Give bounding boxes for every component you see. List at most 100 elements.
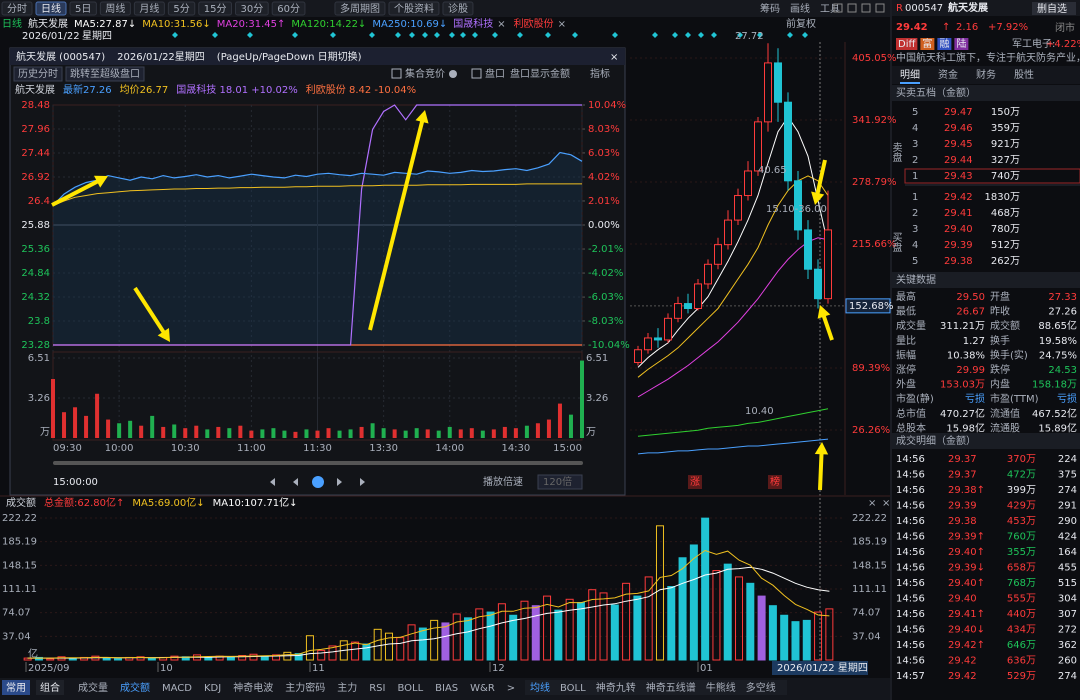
tab-label[interactable]: 个股资料 [394, 2, 434, 15]
event-marker[interactable] [292, 32, 298, 38]
speed-select[interactable] [537, 474, 583, 490]
event-marker[interactable] [517, 32, 523, 38]
tab-button[interactable] [388, 1, 440, 16]
event-marker[interactable] [672, 32, 678, 38]
tab-label[interactable]: 分时 [7, 3, 27, 15]
tab-button[interactable] [99, 1, 131, 16]
overlay-tab[interactable]: 牛熊线 [706, 681, 736, 694]
tab-label[interactable]: 15分 [204, 3, 227, 15]
indicator-tab[interactable]: W&R [470, 683, 495, 694]
event-marker[interactable] [330, 32, 336, 38]
tab-label[interactable]: 60分 [277, 3, 300, 15]
event-marker[interactable] [369, 32, 375, 38]
peer-close[interactable]: × [497, 19, 505, 30]
window-icon[interactable] [847, 3, 857, 13]
tab-button[interactable] [271, 1, 306, 16]
tab-button[interactable] [69, 1, 97, 16]
indicator-tab[interactable]: 成交量 [78, 681, 108, 694]
pane-icon[interactable]: × [882, 498, 890, 509]
popup-close[interactable]: × [610, 52, 618, 63]
tab-label[interactable]: 月线 [139, 2, 159, 15]
event-marker[interactable] [572, 32, 578, 38]
event-marker[interactable] [395, 32, 401, 38]
play-button[interactable] [312, 476, 324, 488]
event-marker[interactable] [698, 32, 704, 38]
tool-button[interactable]: 画线 [790, 2, 810, 15]
tab[interactable] [36, 680, 64, 695]
pane-icon[interactable]: × [868, 498, 876, 509]
tab-button[interactable] [1, 1, 33, 16]
overlay-tab[interactable]: 神奇九转 [596, 681, 636, 694]
panel-tab[interactable]: 财务 [976, 68, 996, 81]
indicator-tab[interactable]: KDJ [204, 683, 221, 694]
tab-button[interactable] [234, 1, 269, 16]
window-icon[interactable] [861, 3, 871, 13]
panel-tab[interactable]: 明细 [900, 68, 920, 81]
tool-button[interactable]: 工具 [820, 3, 840, 15]
tab-button[interactable] [442, 1, 474, 16]
event-marker[interactable] [492, 32, 498, 38]
slider-track[interactable] [53, 461, 583, 465]
indicator-tab[interactable]: 主力密码 [285, 681, 325, 694]
popup-button-label[interactable]: 历史分时 [18, 68, 58, 80]
tab-label[interactable]: 5分 [173, 3, 189, 15]
watch-label[interactable]: 删自选 [1037, 2, 1067, 15]
popup-button-label[interactable]: 跳转至超级盘口 [70, 67, 140, 80]
indicator-tab[interactable]: 成交额 [120, 681, 150, 694]
popup-button[interactable] [65, 66, 145, 82]
event-marker[interactable] [737, 32, 743, 38]
event-marker[interactable] [212, 32, 218, 38]
indicator-tab[interactable]: 神奇电波 [233, 681, 273, 694]
tab-label[interactable]: 日线 [41, 2, 61, 15]
event-marker[interactable] [612, 32, 618, 38]
event-marker[interactable] [460, 32, 466, 38]
tool-button[interactable]: 筹码 [760, 2, 780, 15]
popup-option[interactable]: 盘口显示金额 [510, 67, 570, 80]
popup-option[interactable]: 指标 [590, 67, 610, 80]
overlay-tab[interactable]: BOLL [560, 683, 586, 694]
window-icon[interactable] [875, 3, 885, 13]
tab-label[interactable]: 诊股 [448, 2, 468, 15]
more-tab[interactable]: > [507, 683, 515, 694]
player-control[interactable] [337, 478, 342, 486]
watch-button[interactable] [1032, 2, 1076, 15]
info-icon[interactable] [449, 70, 457, 78]
tab-button[interactable] [198, 1, 232, 16]
indicator-tab[interactable]: 主力 [337, 681, 357, 694]
overlay-tab[interactable]: 神奇五线谱 [646, 681, 696, 694]
indicator-tab[interactable]: BIAS [435, 683, 458, 694]
popup-option[interactable]: 盘口 [485, 67, 505, 80]
player-control[interactable] [270, 478, 275, 486]
tab-label[interactable]: 组合 [40, 681, 60, 694]
popup-option[interactable]: 集合竞价 [405, 67, 445, 80]
tab-button[interactable] [133, 1, 165, 16]
tab-label[interactable]: 5日 [75, 4, 91, 15]
event-marker[interactable] [757, 32, 763, 38]
tab[interactable] [2, 680, 30, 695]
player-control[interactable] [293, 478, 298, 486]
event-marker[interactable] [472, 32, 478, 38]
event-marker[interactable] [685, 32, 691, 38]
event-marker[interactable] [545, 32, 551, 38]
tab-button[interactable] [35, 1, 67, 16]
event-marker[interactable] [247, 32, 253, 38]
checkbox[interactable] [391, 68, 402, 79]
event-marker[interactable] [449, 32, 455, 38]
peer-close[interactable]: × [558, 19, 566, 30]
indicator-tab[interactable]: BOLL [397, 683, 423, 694]
tab-button[interactable] [334, 1, 386, 16]
tab-label[interactable]: 周线 [105, 2, 125, 15]
event-marker[interactable] [711, 32, 717, 38]
player-control[interactable] [360, 478, 365, 486]
window-icon[interactable] [833, 3, 843, 13]
event-marker[interactable] [434, 32, 440, 38]
event-marker[interactable] [652, 32, 658, 38]
event-marker[interactable] [787, 32, 793, 38]
panel-tab[interactable]: 股性 [1014, 68, 1034, 81]
event-marker[interactable] [409, 32, 415, 38]
tab-button[interactable] [167, 1, 196, 16]
popup-button[interactable] [13, 66, 63, 82]
speed-value[interactable]: 120倍 [543, 475, 572, 488]
indicator-tab[interactable]: RSI [369, 683, 385, 694]
event-marker[interactable] [172, 32, 178, 38]
